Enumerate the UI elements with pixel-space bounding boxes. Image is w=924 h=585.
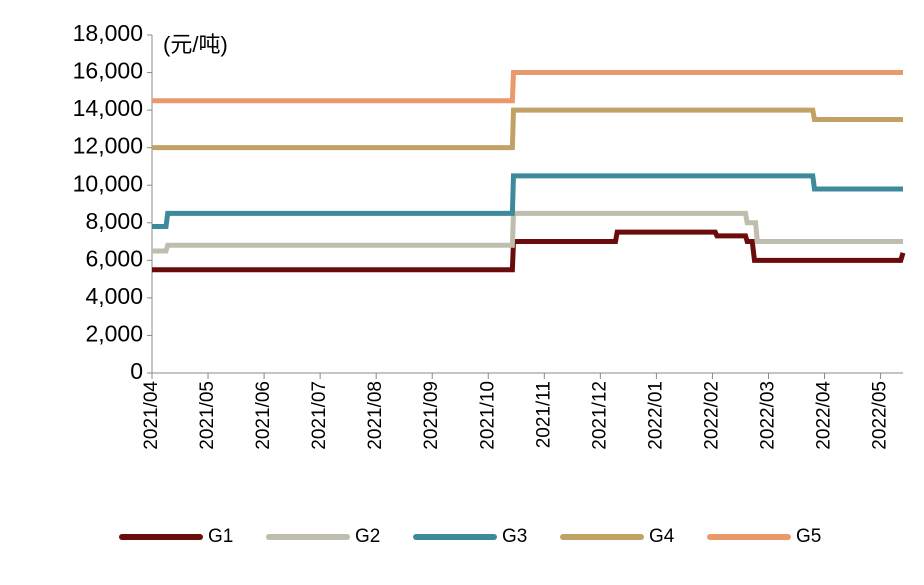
y-tick-label: 16,000 — [73, 58, 143, 84]
series-line — [152, 210, 903, 254]
x-tick-label: 2021/08 — [365, 381, 386, 450]
series-line — [152, 70, 903, 104]
x-tick-label: 2021/07 — [309, 381, 330, 450]
y-tick-label: 4,000 — [85, 283, 143, 309]
series-line — [152, 229, 906, 273]
x-tick-label: 2021/09 — [421, 381, 442, 450]
x-tick-label: 2022/01 — [645, 381, 666, 450]
legend-label: G2 — [355, 526, 380, 547]
x-tick-label: 2021/05 — [197, 381, 218, 450]
y-tick-label: 2,000 — [85, 321, 143, 347]
y-tick-label: 8,000 — [85, 208, 143, 234]
series-line — [152, 173, 903, 230]
y-tick-label: 0 — [130, 358, 143, 384]
legend-label: G3 — [502, 526, 527, 547]
x-tick-label: 2021/04 — [141, 381, 162, 450]
y-tick-label: 18,000 — [73, 20, 143, 46]
y-tick-label: 10,000 — [73, 170, 143, 196]
x-tick-label: 2021/12 — [589, 381, 610, 450]
x-tick-label: 2022/05 — [870, 381, 891, 450]
x-tick-label: 2022/02 — [701, 381, 722, 450]
x-tick-label: 2021/11 — [533, 381, 554, 448]
series-line — [152, 107, 903, 151]
legend-label: G4 — [649, 526, 675, 547]
x-tick-label: 2022/03 — [758, 381, 779, 450]
y-tick-label: 6,000 — [85, 245, 143, 271]
y-tick-label: 14,000 — [73, 95, 143, 121]
x-tick-label: 2022/04 — [814, 381, 835, 450]
y-tick-label: 12,000 — [73, 133, 143, 159]
x-tick-label: 2021/10 — [477, 381, 498, 450]
x-tick-label: 2021/06 — [253, 381, 274, 450]
legend-label: G1 — [208, 526, 233, 547]
unit-label: (元/吨) — [163, 32, 228, 57]
legend-label: G5 — [796, 526, 821, 547]
